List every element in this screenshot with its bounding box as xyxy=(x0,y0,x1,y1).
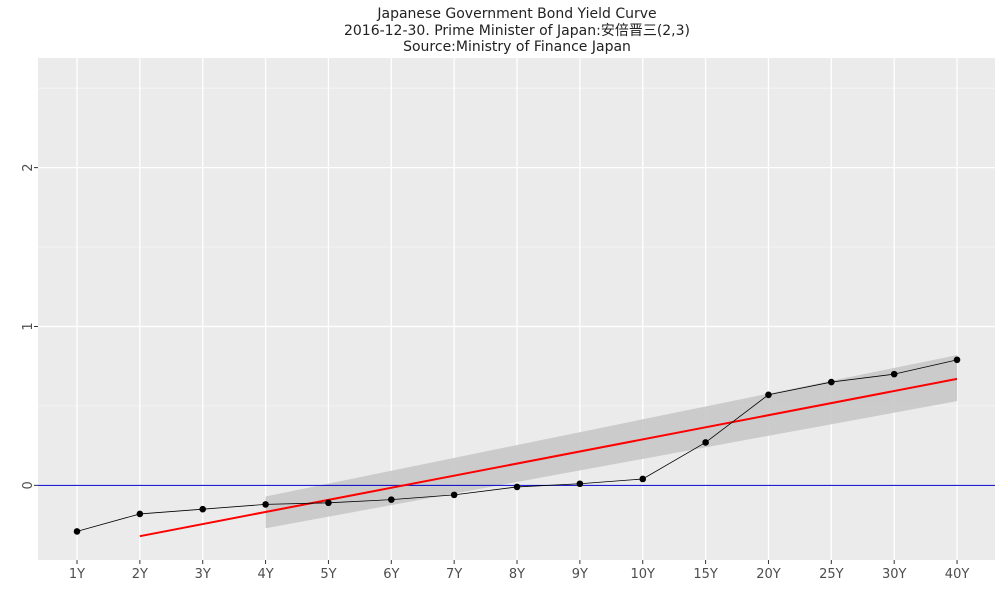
x-tick-label-7Y: 7Y xyxy=(446,567,462,582)
grid-layer xyxy=(38,58,995,560)
x-tick-label-25Y: 25Y xyxy=(819,567,844,582)
data-point-25Y xyxy=(828,378,835,386)
x-tick-label-4Y: 4Y xyxy=(257,567,273,582)
x-tick-label-30Y: 30Y xyxy=(882,567,907,582)
trend-layer xyxy=(139,377,958,538)
x-tick-label-20Y: 20Y xyxy=(756,567,781,582)
x-tick-label-5Y: 5Y xyxy=(320,567,336,582)
y-tick-label-1: 1 xyxy=(21,322,36,330)
data-point-8Y xyxy=(513,483,521,491)
y-axis-ticks: 0 1 2 xyxy=(21,163,38,489)
data-point-15Y xyxy=(702,439,709,446)
trend-line xyxy=(139,377,958,538)
x-tick-label-40Y: 40Y xyxy=(945,567,970,582)
x-tick-label-6Y: 6Y xyxy=(383,567,399,582)
chart-title-line-2: 2016-12-30. Prime Minister of Japan:安倍晋三… xyxy=(344,23,690,39)
data-point-10Y xyxy=(639,475,647,483)
x-tick-label-10Y: 10Y xyxy=(630,567,655,582)
series-layer xyxy=(73,356,961,535)
x-axis-ticks: 1Y 2Y 3Y 4Y 5Y 6Y 7Y 8Y 9Y 10Y 15Y 20Y 25Y 30Y 40Y xyxy=(69,560,969,582)
chart-title-line-3: Source:Ministry of Finance Japan xyxy=(403,39,631,55)
data-point-4Y xyxy=(262,501,269,508)
data-point-40Y xyxy=(953,356,961,364)
x-tick-label-8Y: 8Y xyxy=(509,567,525,582)
x-tick-label-2Y: 2Y xyxy=(132,567,148,582)
data-point-1Y xyxy=(73,528,81,535)
data-point-7Y xyxy=(450,491,458,499)
x-tick-label-15Y: 15Y xyxy=(693,567,718,582)
y-tick-label-2: 2 xyxy=(21,163,36,171)
data-point-20Y xyxy=(765,391,772,399)
data-point-2Y xyxy=(136,510,144,518)
x-tick-label-1Y: 1Y xyxy=(69,567,85,582)
data-point-3Y xyxy=(199,505,207,513)
data-point-6Y xyxy=(388,496,395,503)
x-tick-label-3Y: 3Y xyxy=(195,567,211,582)
data-point-30Y xyxy=(890,370,898,378)
data-point-9Y xyxy=(576,480,584,488)
y-tick-label-0: 0 xyxy=(21,481,36,489)
x-tick-label-9Y: 9Y xyxy=(572,567,588,582)
chart-title-line-1: Japanese Government Bond Yield Curve xyxy=(376,6,656,22)
data-point-5Y xyxy=(325,499,332,507)
